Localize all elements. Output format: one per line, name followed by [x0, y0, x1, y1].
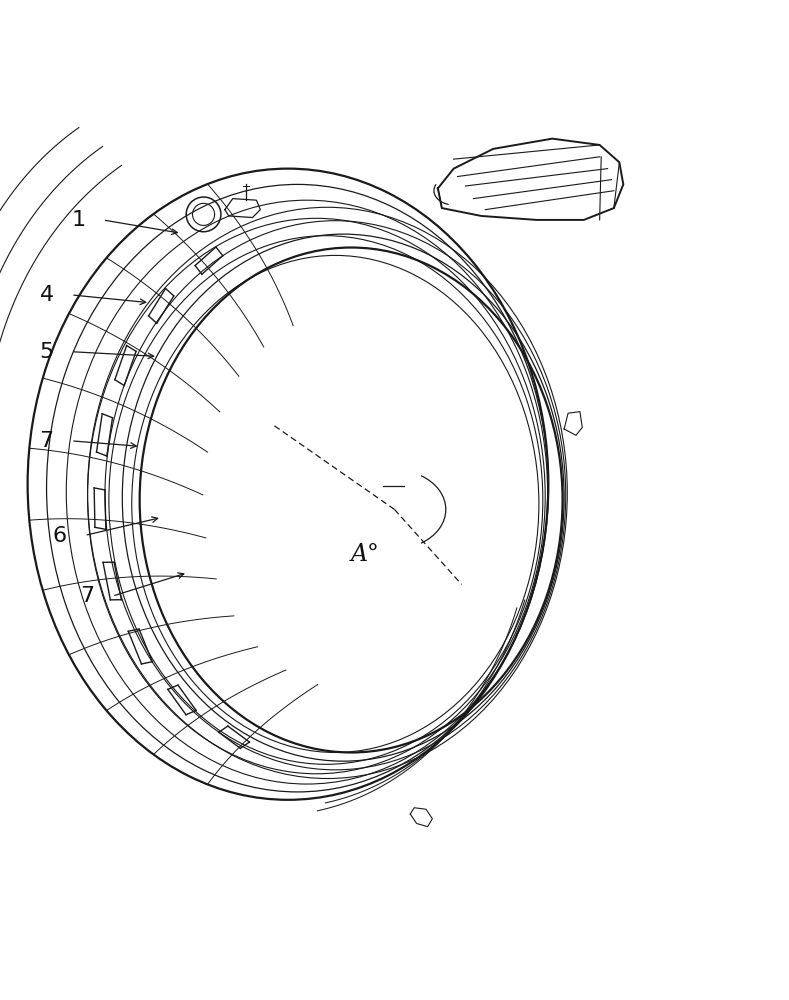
Text: 4: 4 [39, 285, 54, 305]
Text: 6: 6 [53, 526, 67, 546]
Text: 1: 1 [71, 210, 85, 230]
Text: 7: 7 [39, 431, 54, 451]
Text: 7: 7 [80, 586, 95, 606]
Text: 5: 5 [39, 342, 54, 362]
Text: A°: A° [351, 543, 380, 566]
